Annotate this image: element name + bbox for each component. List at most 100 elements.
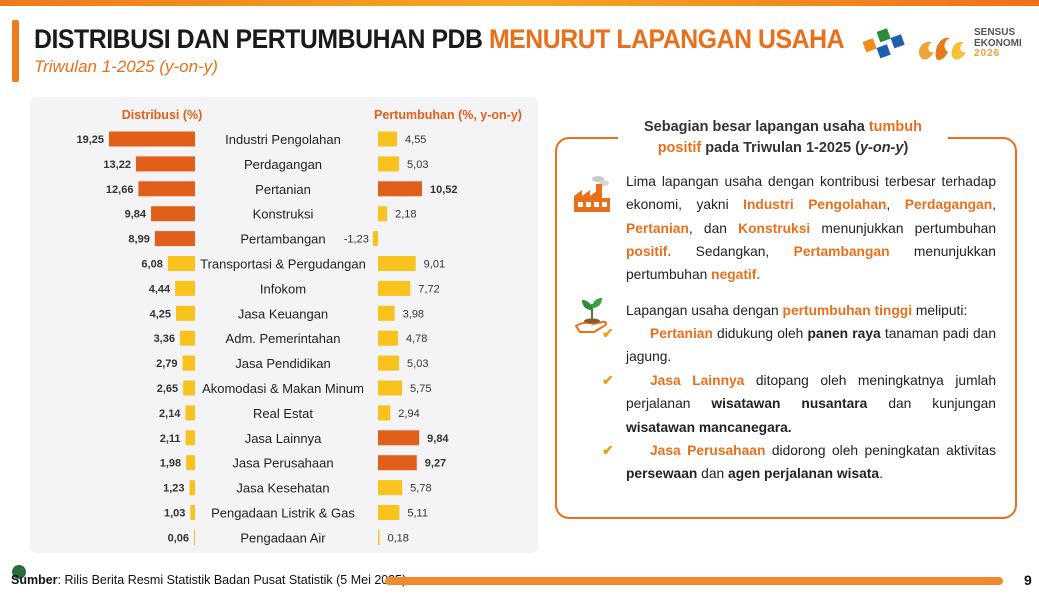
pen-icon[interactable] [12,565,26,579]
pertumbuhan-label: 9,84 [427,433,449,445]
distribusi-label: 2,65 [157,383,178,395]
pertumbuhan-bar [372,231,378,247]
title-main: DISTRIBUSI DAN PERTUMBUHAN PDB [34,24,489,54]
page-subtitle: Triwulan 1-2025 (y-on-y) [34,57,218,76]
pertumbuhan-label: 9,01 [424,259,445,271]
pertumbuhan-label: 2,18 [395,209,416,221]
distribusi-label: 19,25 [76,134,104,146]
pertumbuhan-label: -1,23 [344,234,369,246]
pertumbuhan-label: 10,52 [430,184,458,196]
info-header: Sebagian besar lapangan usaha tumbuh posi… [618,117,948,159]
chart-panel: Distribusi (%) Pertumbuhan (%, y-on-y) 19,… [30,97,538,553]
distribusi-label: 2,11 [160,433,181,445]
category-label: Perdagangan [244,157,322,172]
pertumbuhan-bar [378,480,403,496]
pertumbuhan-label: 5,75 [410,383,431,395]
distribusi-bar [186,455,195,471]
distribusi-label: 4,44 [149,283,171,295]
page-number: 9 [1024,572,1032,588]
category-label: Adm. Pemerintahan [226,331,341,346]
distribusi-label: 13,22 [103,159,131,171]
category-label: Jasa Kesehatan [236,481,329,496]
footer-accent-line [385,577,1003,585]
pertumbuhan-bar [378,156,400,172]
distribusi-bar [182,355,195,371]
category-label: Akomodasi & Makan Minum [202,381,364,396]
distribusi-bar [176,305,195,321]
factory-icon [574,176,610,212]
pertumbuhan-bar [378,181,422,197]
check-icon: ✔ [602,326,614,341]
distribusi-bar [138,181,195,197]
category-label: Jasa Pendidikan [235,356,330,371]
distribusi-bar [190,505,195,520]
logo-line-3: 2026 [974,48,1001,59]
distribusi-label: 8,99 [128,234,149,246]
pertumbuhan-bar [378,206,388,222]
distribusi-label: 2,79 [156,358,177,370]
plant-hand-icon [574,298,608,333]
pertumbuhan-label: 9,27 [425,458,446,470]
pertumbuhan-label: 7,72 [418,283,439,295]
pertumbuhan-label: 5,78 [410,483,431,495]
bullet-jasa-lainnya: ✔ Jasa Lainnya ditopang oleh meningkatnya… [602,369,996,439]
pertumbuhan-bar [378,256,416,271]
category-label: Pengadaan Listrik & Gas [211,506,355,521]
distribusi-label: 1,23 [163,483,184,495]
title-accent-bar [12,20,19,82]
pertumbuhan-bar [378,380,403,396]
category-label: Konstruksi [253,207,314,222]
distribusi-label: 1,98 [160,458,181,470]
distribusi-bar [175,280,195,296]
pertumbuhan-bar [378,355,400,371]
paragraph-high-growth: Lapangan usaha dengan pertumbuhan tinggi… [626,303,968,318]
distribusi-label: 4,25 [150,308,171,320]
footer-source: Sumber: Rilis Berita Resmi Statistik Bad… [11,573,407,587]
category-label: Real Estat [253,406,313,421]
page-title: DISTRIBUSI DAN PERTUMBUHAN PDB MENURUT L… [34,24,845,55]
pdb-bar-chart: Distribusi (%) Pertumbuhan (%, y-on-y) 19,… [76,108,521,545]
category-label: Pertambangan [240,232,325,247]
pertumbuhan-label: 5,03 [407,159,428,171]
top-accent-strip [0,0,1039,6]
category-label: Jasa Perusahaan [232,456,333,471]
pertumbuhan-bar [378,430,420,446]
title-accent: MENURUT LAPANGAN USAHA [488,24,845,54]
distribusi-bar [194,529,195,545]
pertumbuhan-bar [378,529,380,545]
distribusi-bar [185,405,195,421]
category-label: Pertanian [255,182,311,197]
distribusi-bar [109,131,195,147]
category-label: Pengadaan Air [240,530,326,545]
bps-logo-icon [862,28,905,59]
check-icon: ✔ [602,373,614,388]
distribusi-label: 2,14 [159,408,181,420]
distribusi-bar [151,206,195,222]
distribusi-bar [154,231,195,247]
bullet-jasa-perusahaan: ✔ Jasa Perusahaan didorong oleh peningkat… [602,439,996,486]
distribusi-label: 6,08 [141,259,162,271]
sensus-ekonomi-logo-icon [918,37,966,60]
distribusi-bar [179,330,195,346]
category-label: Infokom [260,281,306,296]
logo-line-2: EKONOMI [974,37,1022,49]
pertumbuhan-label: 4,78 [406,333,427,345]
distribusi-label: 0,06 [168,532,189,544]
pertumbuhan-bar [378,455,417,471]
pertumbuhan-label: 5,03 [407,358,428,370]
category-label: Jasa Lainnya [245,431,322,446]
paragraph-top-five: Lima lapangan usaha dengan kontribusi te… [626,174,996,283]
left-column-header: Distribusi (%) [122,108,203,122]
pertumbuhan-bar [378,131,398,147]
bullet-pertanian: ✔ Pertanian didukung oleh panen raya tana… [602,322,996,369]
distribusi-bar [185,430,195,446]
logo-line-1: SENSUS [974,27,1016,38]
pertumbuhan-bar [378,280,411,296]
distribusi-bar [135,156,195,172]
distribusi-bar [167,256,195,271]
pertumbuhan-bar [378,505,400,520]
pertumbuhan-label: 4,55 [405,134,426,146]
pertumbuhan-label: 0,18 [388,532,409,544]
logo-area: SENSUS EKONOMI 2026 [862,26,1032,70]
pertumbuhan-bar [378,405,391,421]
